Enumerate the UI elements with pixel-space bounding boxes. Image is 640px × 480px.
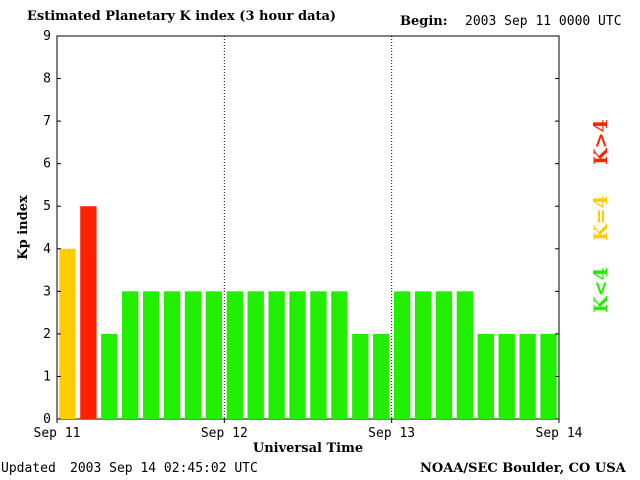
kp-bar	[184, 291, 202, 419]
kp-bar	[101, 333, 118, 419]
y-tick-label: 2	[43, 327, 51, 342]
chart-title: Estimated Planetary K index (3 hour data…	[27, 9, 337, 24]
begin-label: Begin:	[400, 14, 448, 29]
kp-bar	[498, 333, 515, 419]
updated-label: Updated	[1, 461, 56, 476]
kp-bar	[519, 333, 536, 419]
y-tick-label: 8	[43, 72, 51, 87]
y-tick-label: 1	[43, 369, 51, 384]
kp-bar	[477, 333, 494, 419]
kp-bar	[122, 291, 139, 419]
kp-bar	[268, 291, 285, 419]
legend-label: K=4	[590, 195, 612, 241]
kp-bar	[226, 291, 243, 419]
kp-bar	[163, 291, 181, 419]
kp-bar	[352, 333, 369, 419]
kp-bar	[59, 248, 76, 419]
y-tick-label: 0	[43, 412, 51, 427]
kp-bar	[205, 291, 223, 419]
kp-bar	[435, 291, 453, 419]
kp-bar	[331, 291, 348, 419]
plot-frame	[56, 35, 560, 420]
legend-label: K<4	[590, 267, 612, 313]
x-tick-label: Sep 13	[368, 426, 415, 441]
kp-bar	[289, 291, 306, 419]
kp-bar	[456, 291, 474, 419]
y-tick-label: 7	[43, 114, 51, 129]
y-tick-label: 3	[43, 284, 51, 299]
legend-label: K>4	[590, 119, 612, 165]
kp-bar	[414, 291, 432, 419]
x-tick-label: Sep 14	[536, 426, 583, 441]
updated-value: 2003 Sep 14 02:45:02 UTC	[70, 461, 258, 476]
kp-bar	[80, 206, 97, 419]
y-tick-label: 9	[43, 29, 51, 44]
kp-bar	[310, 291, 327, 419]
y-tick-label: 6	[43, 157, 51, 172]
y-axis-title: Kp index	[16, 195, 31, 260]
y-tick-label: 5	[43, 199, 51, 214]
kp-bar	[373, 333, 390, 419]
y-tick-label: 4	[43, 242, 51, 257]
x-axis-title: Universal Time	[253, 441, 363, 456]
kp-bar	[247, 291, 264, 419]
begin-value: 2003 Sep 11 0000 UTC	[465, 14, 622, 29]
kp-bar	[142, 291, 160, 419]
kp-bar	[393, 291, 411, 419]
x-tick-label: Sep 12	[201, 426, 248, 441]
organization-label: NOAA/SEC Boulder, CO USA	[420, 461, 626, 476]
x-tick-label: Sep 11	[34, 426, 81, 441]
kp-bar	[540, 333, 557, 419]
